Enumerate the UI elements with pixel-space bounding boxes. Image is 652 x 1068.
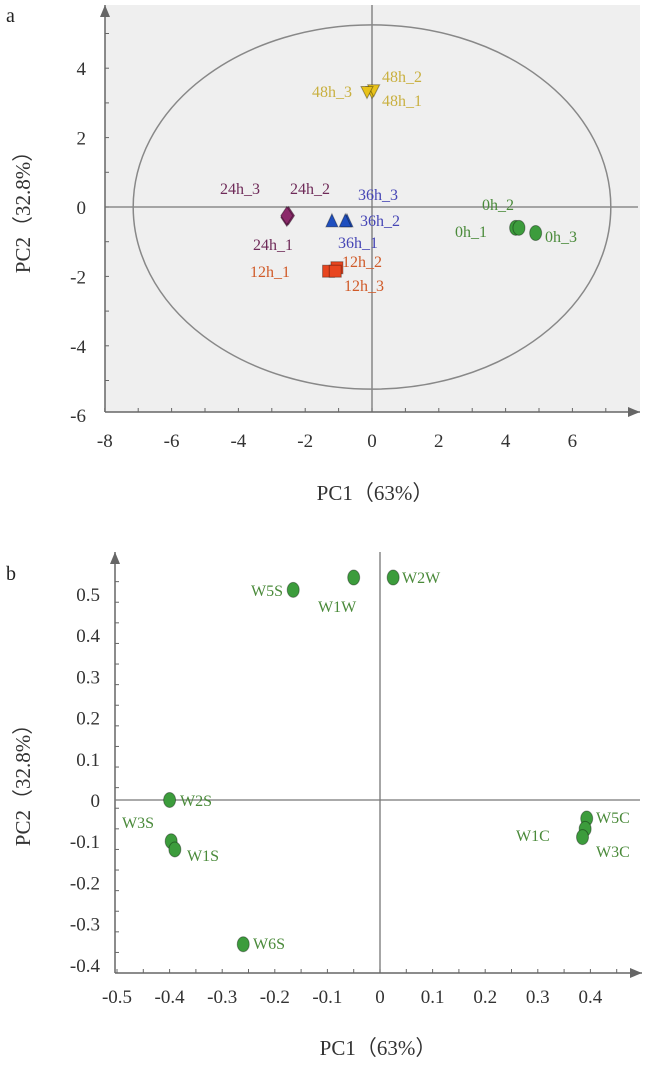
y-axis-title-a: PC2（32.8%） [11, 141, 35, 273]
x-tick-label-a: 6 [568, 431, 578, 452]
data-label-W1W: W1W [318, 599, 357, 616]
x-tick-label-a: 4 [501, 431, 511, 452]
data-label-24h_2: 24h_2 [290, 181, 330, 198]
data-label-36h_1: 36h_1 [338, 235, 378, 252]
data-label-W5C: W5C [596, 810, 630, 827]
data-point-W1W [347, 569, 361, 586]
data-label-48h_1: 48h_1 [382, 93, 422, 110]
data-label-12h_1: 12h_1 [250, 264, 290, 281]
x-tick-label-b: -0.3 [207, 987, 237, 1008]
y-tick-label-b: 0 [91, 791, 101, 812]
y-tick-label-a: 0 [77, 198, 87, 219]
data-label-48h_2: 48h_2 [382, 69, 422, 86]
data-label-W3S: W3S [122, 815, 154, 832]
data-label-48h_3: 48h_3 [312, 84, 352, 101]
data-label-0h_1: 0h_1 [455, 224, 487, 241]
x-tick-label-b: 0.3 [526, 987, 550, 1008]
y-tick-label-b: 0.2 [76, 709, 100, 730]
x-tick-label-a: 2 [434, 431, 444, 452]
y-tick-label-b: -0.1 [70, 832, 100, 853]
y-axis-arrow-a [100, 5, 110, 17]
data-point-0h_2 [512, 219, 526, 236]
confidence-ellipse [132, 24, 612, 390]
x-axis-title-a: PC1（63%） [317, 481, 434, 505]
x-axis-title-b: PC1（63%） [320, 1036, 437, 1060]
y-tick-label-b: 0.1 [76, 750, 100, 771]
y-axis-arrow-b [110, 552, 120, 564]
data-point-36h_1 [325, 212, 339, 228]
y-axis-title-b: PC2（32.8%） [11, 714, 35, 846]
data-label-W2W: W2W [402, 570, 441, 587]
data-label-12h_2: 12h_2 [342, 254, 382, 271]
x-tick-label-a: -8 [97, 431, 113, 452]
data-point-W6S [236, 936, 250, 953]
data-label-W3C: W3C [596, 844, 630, 861]
x-tick-label-b: -0.4 [155, 987, 186, 1008]
data-label-12h_3: 12h_3 [344, 278, 384, 295]
data-point-36h_3 [338, 212, 353, 228]
x-tick-label-b: -0.5 [102, 987, 132, 1008]
y-tick-label-b: 0.3 [76, 667, 100, 688]
y-tick-label-b: 0.5 [76, 585, 100, 606]
y-tick-label-a: 2 [77, 129, 87, 150]
x-tick-label-b: 0 [375, 987, 385, 1008]
data-point-W1C [576, 829, 590, 846]
y-tick-label-b: -0.4 [70, 956, 101, 977]
data-point-W5S [286, 581, 300, 598]
data-label-0h_2: 0h_2 [482, 197, 514, 214]
data-label-W1C: W1C [516, 828, 550, 845]
data-point-W1S [168, 841, 182, 858]
x-tick-label-a: 0 [367, 431, 377, 452]
x-tick-label-a: -2 [297, 431, 313, 452]
data-label-W1S: W1S [187, 848, 219, 865]
data-point-12h_3 [328, 264, 342, 278]
panel-label-a: a [6, 5, 15, 27]
data-label-W5S: W5S [251, 583, 283, 600]
data-point-0h_3 [529, 225, 543, 242]
y-tick-label-a: -4 [70, 337, 86, 358]
data-label-0h_3: 0h_3 [545, 229, 577, 246]
x-tick-label-a: -6 [164, 431, 180, 452]
data-label-36h_3: 36h_3 [358, 187, 398, 204]
x-tick-label-a: -4 [230, 431, 246, 452]
data-label-24h_1: 24h_1 [253, 237, 293, 254]
x-tick-label-b: 0.2 [473, 987, 497, 1008]
data-label-36h_2: 36h_2 [360, 213, 400, 230]
y-tick-label-b: -0.2 [70, 873, 100, 894]
data-point-W2W [386, 569, 400, 586]
y-tick-label-a: -6 [70, 406, 86, 427]
y-tick-label-b: -0.3 [70, 915, 100, 936]
data-label-W2S: W2S [180, 793, 212, 810]
data-point-48h_3 [360, 85, 374, 100]
x-axis-arrow-a [628, 407, 640, 417]
y-tick-label-a: 4 [77, 59, 87, 80]
x-axis-arrow-b [630, 968, 642, 978]
data-label-W6S: W6S [253, 936, 285, 953]
y-tick-label-a: -2 [70, 267, 86, 288]
plot-area-b [115, 552, 642, 973]
x-tick-label-b: 0.1 [421, 987, 445, 1008]
data-label-24h_3: 24h_3 [220, 181, 260, 198]
x-tick-label-b: 0.4 [579, 987, 603, 1008]
x-tick-label-b: -0.1 [312, 987, 342, 1008]
data-point-24h_3 [280, 205, 294, 226]
panel-label-b: b [6, 563, 16, 585]
x-tick-label-b: -0.2 [260, 987, 290, 1008]
data-point-W2S [163, 792, 177, 808]
y-tick-label-b: 0.4 [76, 626, 100, 647]
